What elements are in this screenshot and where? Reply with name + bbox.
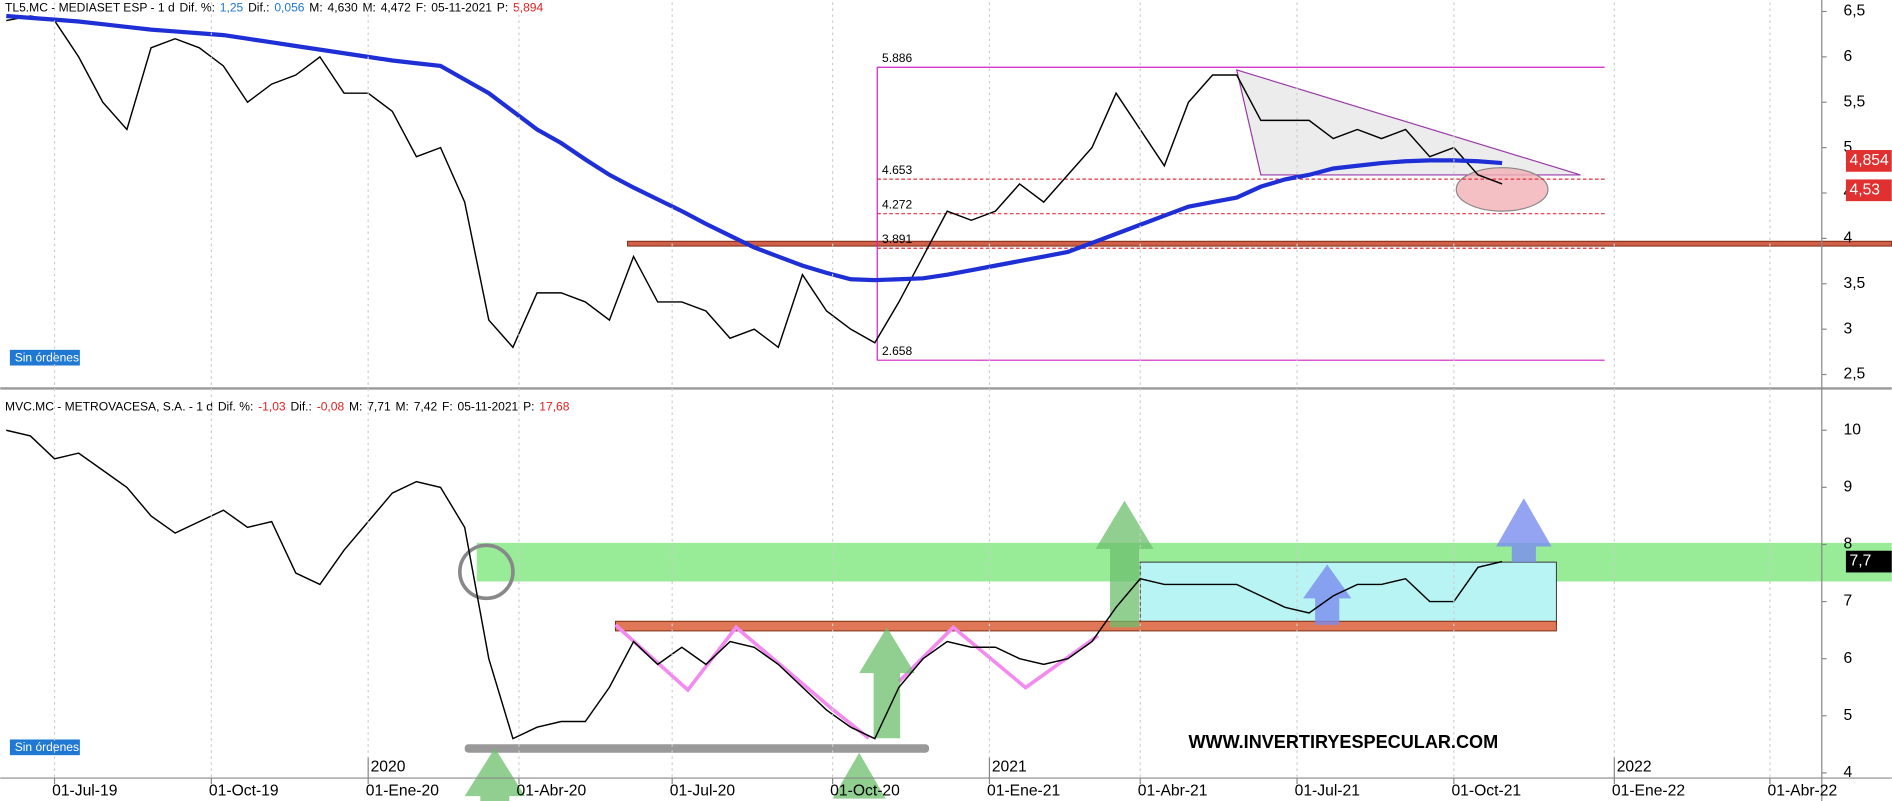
x-tick-label: 01-Abr-22 <box>1768 782 1838 799</box>
arrow-up <box>1095 500 1154 628</box>
badge <box>9 739 80 756</box>
y-tick-label: 4 <box>1844 230 1853 247</box>
header-part: 17,68 <box>539 400 569 414</box>
y-tick-label: 7 <box>1844 593 1853 610</box>
price-tag <box>1845 550 1892 573</box>
level-label: 5.886 <box>882 51 912 65</box>
price-tag <box>1845 150 1892 172</box>
badge <box>9 349 80 366</box>
y-tick-label: 6 <box>1844 650 1853 667</box>
support-band <box>627 240 1892 247</box>
header-part: F: <box>442 400 453 414</box>
price-tag-label: 4,854 <box>1850 152 1890 169</box>
level-label: 4.272 <box>882 197 912 211</box>
level-label: 2.658 <box>882 344 912 358</box>
y-tick-label: 6 <box>1844 48 1853 65</box>
header-part: M: <box>349 400 362 414</box>
header-part: Dif.: <box>248 1 269 15</box>
header-part: F: <box>416 1 427 15</box>
y-tick-label: 3 <box>1844 320 1853 337</box>
arrow-up <box>859 627 915 739</box>
header-part: M: <box>309 1 322 15</box>
range-box <box>1139 561 1557 626</box>
arrow-up <box>1303 564 1352 625</box>
level-label: 3.891 <box>882 232 912 246</box>
badge-label: Sin órdenes <box>15 350 79 364</box>
price-line <box>6 13 1503 283</box>
price-tag-label: 7,7 <box>1850 553 1872 570</box>
price-tag <box>1845 179 1892 202</box>
y-tick-label: 5,5 <box>1844 93 1866 110</box>
y-tick-label: 2,5 <box>1844 366 1866 383</box>
x-tick-label: 01-Ene-21 <box>987 782 1060 799</box>
x-tick-label: 01-Abr-21 <box>1138 782 1208 799</box>
header-part: Dif. %: <box>218 400 253 414</box>
header-part: -1,03 <box>258 400 286 414</box>
y-tick-label: 6,5 <box>1844 3 1866 20</box>
circle <box>458 543 515 601</box>
x-tick-label: 01-Jul-20 <box>670 782 736 799</box>
year-label: 2021 <box>992 758 1027 775</box>
panel-header: TL5.MC - MEDIASET ESP - 1 d Dif. %: 1,25 Di… <box>5 1 543 15</box>
zigzag <box>897 624 1100 690</box>
price-tag-label: 4,53 <box>1850 181 1881 198</box>
x-tick-label: 01-Abr-20 <box>517 782 587 799</box>
y-tick-label: 5 <box>1844 707 1853 724</box>
watermark: WWW.INVERTIRYESPECULAR.COM <box>1188 732 1498 752</box>
level-label: 4.653 <box>882 163 912 177</box>
support-band <box>614 620 1557 632</box>
header-part: Dif.: <box>290 400 311 414</box>
x-tick-label: 01-Ene-20 <box>366 782 439 799</box>
header-part: MVC.MC - METROVACESA, S.A. - 1 d <box>5 400 213 414</box>
x-tick-label: 01-Oct-19 <box>209 782 279 799</box>
header-part: 05-11-2021 <box>431 1 492 15</box>
header-part: 1,25 <box>220 1 244 15</box>
price-line <box>6 15 1503 349</box>
price-line <box>6 429 1503 740</box>
header-part: -0,08 <box>317 400 345 414</box>
y-tick-label: 8 <box>1844 536 1853 553</box>
badge-label: Sin órdenes <box>15 740 79 754</box>
y-tick-label: 9 <box>1844 479 1853 496</box>
x-tick-label: 01-Oct-20 <box>830 782 900 799</box>
header-part: 4,472 <box>381 1 411 15</box>
zigzag <box>614 623 870 740</box>
header-part: TL5.MC - MEDIASET ESP - 1 d <box>5 1 175 15</box>
header-part: P: <box>497 1 508 15</box>
y-tick-label: 3,5 <box>1844 275 1866 292</box>
triangle <box>1235 69 1581 176</box>
arrow-up <box>1496 498 1552 563</box>
header-part: Dif. %: <box>180 1 215 15</box>
header-part: 4,630 <box>328 1 358 15</box>
header-part: 7,71 <box>367 400 391 414</box>
header-part: M: <box>395 400 408 414</box>
x-tick-label: 01-Jul-19 <box>52 782 117 799</box>
base-bar <box>464 744 930 753</box>
header-part: 7,42 <box>414 400 438 414</box>
header-part: 05-11-2021 <box>458 400 519 414</box>
x-tick-label: 01-Ene-22 <box>1612 782 1685 799</box>
arrow-up <box>464 747 525 801</box>
x-tick-label: 01-Jul-21 <box>1295 782 1360 799</box>
y-tick-label: 5 <box>1844 139 1853 156</box>
year-label: 2022 <box>1617 758 1652 775</box>
header-part: P: <box>523 400 534 414</box>
arrow-up <box>832 752 886 799</box>
y-tick-label: 10 <box>1844 421 1862 438</box>
x-tick-label: 01-Oct-21 <box>1451 782 1521 799</box>
header-part: 0,056 <box>274 1 304 15</box>
panel-header: MVC.MC - METROVACESA, S.A. - 1 d Dif. %: -… <box>5 400 570 414</box>
y-tick-label: 4 <box>1844 764 1853 781</box>
year-label: 2020 <box>371 758 406 775</box>
ellipse <box>1455 167 1549 212</box>
header-part: 5,894 <box>513 1 543 15</box>
header-part: M: <box>363 1 376 15</box>
